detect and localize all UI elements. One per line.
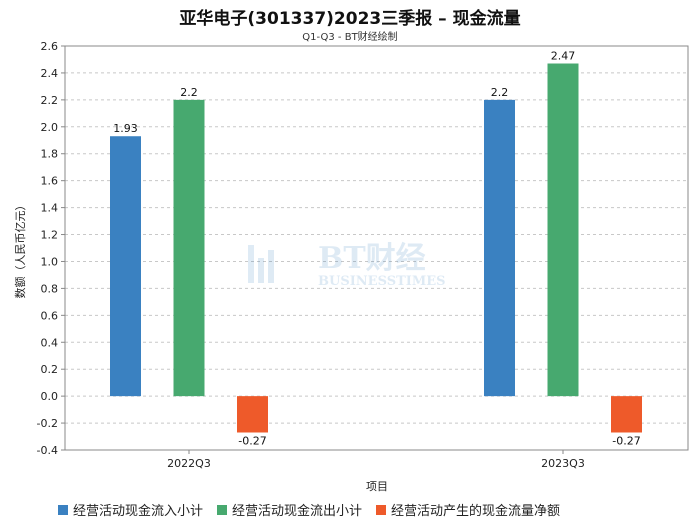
y-tick-label: 0.2	[41, 363, 59, 376]
plot-area	[64, 45, 689, 451]
y-tick-label: -0.4	[37, 444, 58, 457]
x-axis-label: 项目	[366, 480, 388, 493]
y-tick-label: 1.0	[41, 255, 59, 268]
legend-swatch-outflow	[217, 504, 228, 515]
chart-title: 亚华电子(301337)2023三季报 – 现金流量	[179, 9, 521, 29]
watermark-sub: BUSINESSTIMES	[318, 274, 446, 289]
y-axis-label: 数额（人民币亿元）	[14, 200, 27, 299]
bar-chart: BT财经 BUSINESSTIMES -0.4 -0.2 0.0 0.2 0.4 0.6 0…	[14, 40, 689, 493]
y-tick-label: 1.4	[41, 202, 59, 215]
bar-net-2022Q3	[237, 396, 268, 433]
watermark: BT财经 BUSINESSTIMES	[248, 241, 446, 289]
legend-item-outflow: 经营活动现金流出小计	[217, 500, 362, 519]
legend-item-net: 经营活动产生的现金流量净额	[376, 500, 560, 519]
watermark-logo-bar-1	[248, 245, 254, 283]
y-tick-label: 2.4	[41, 67, 59, 80]
legend-label-outflow: 经营活动现金流出小计	[232, 504, 363, 519]
watermark-main: BT财经	[318, 241, 426, 276]
y-tick-label: -0.2	[37, 417, 58, 430]
y-tick-label: 0.8	[41, 282, 59, 295]
bar-value-label: 2.47	[551, 50, 576, 63]
x-axis-ticks: 2022Q3 2023Q3	[167, 450, 585, 470]
bar-value-label: 2.2	[491, 86, 509, 99]
y-tick-label: 1.8	[41, 148, 59, 161]
bar-value-label: -0.27	[238, 434, 266, 447]
chart-subtitle: Q1-Q3 - BT财经绘制	[302, 32, 398, 43]
watermark-logo-bar-3	[268, 250, 274, 283]
y-tick-label: 0.0	[41, 390, 59, 403]
bar-value-labels: 1.93 2.2 -0.27 2.2 2.47 -0.27	[113, 50, 640, 448]
bar-value-label: 2.2	[180, 86, 198, 99]
legend-item-inflow: 经营活动现金流入小计	[58, 500, 203, 519]
y-tick-label: 1.6	[41, 175, 59, 188]
bar-outflow-2023Q3	[547, 63, 579, 397]
bar-net-2023Q3	[611, 396, 642, 433]
watermark-logo-bar-2	[258, 258, 264, 283]
bar-outflow-2022Q3	[173, 99, 205, 397]
y-axis-ticks: -0.4 -0.2 0.0 0.2 0.4 0.6 0.8 1.0 1.2 1.4 1.6 1.8 2.…	[37, 40, 65, 457]
bar-inflow-2023Q3	[484, 99, 515, 397]
legend-swatch-net	[376, 504, 387, 515]
y-tick-label: 1.2	[41, 229, 59, 242]
x-tick-label: 2023Q3	[541, 457, 585, 470]
legend-label-inflow: 经营活动现金流入小计	[73, 504, 204, 519]
y-tick-label: 0.6	[41, 309, 59, 322]
bar-value-label: 1.93	[113, 122, 138, 135]
x-tick-label: 2022Q3	[167, 457, 211, 470]
bars	[110, 63, 642, 433]
y-tick-label: 2.2	[41, 94, 59, 107]
y-tick-label: 2.6	[41, 40, 59, 53]
legend: 经营活动现金流入小计 经营活动现金流出小计 经营活动产生的现金流量净额	[58, 500, 560, 519]
y-tick-label: 0.4	[41, 336, 59, 349]
bar-value-label: -0.27	[612, 434, 640, 447]
y-tick-label: 2.0	[41, 121, 59, 134]
legend-swatch-inflow	[58, 504, 68, 515]
bar-inflow-2022Q3	[110, 136, 141, 397]
legend-label-net: 经营活动产生的现金流量净额	[391, 504, 561, 519]
